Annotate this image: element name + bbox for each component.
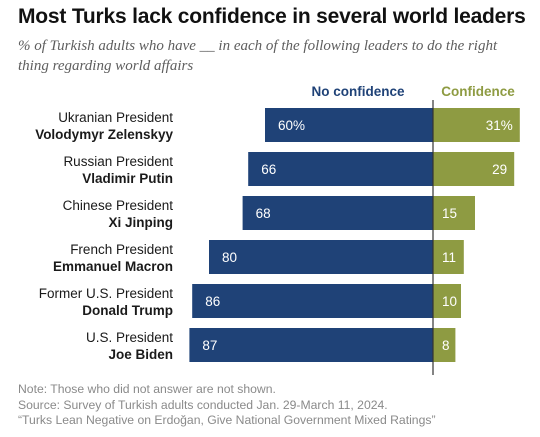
series-label-confidence: Confidence [441,84,515,99]
data-label-no-confidence: 60% [278,118,305,133]
category-name-label: Vladimir Putin [82,171,173,186]
category-role-label: Former U.S. President [39,286,174,301]
category-name-label: Joe Biden [108,347,173,362]
category-name-label: Xi Jinping [108,215,173,230]
data-label-confidence: 15 [442,206,457,221]
data-label-confidence: 8 [442,338,450,353]
data-label-no-confidence: 66 [261,162,276,177]
data-label-no-confidence: 68 [256,206,271,221]
bar-no-confidence [265,108,433,142]
category-role-label: U.S. President [86,330,173,345]
bar-no-confidence [248,152,433,186]
bar-no-confidence [192,284,433,318]
report-title-line: “Turks Lean Negative on Erdoğan, Give Na… [18,413,436,427]
chart-subtitle: % of Turkish adults who have __ in each … [18,38,498,74]
bar-confidence [433,108,520,142]
data-label-confidence: 29 [492,162,507,177]
category-name-label: Donald Trump [82,303,173,318]
bar-confidence [433,240,464,274]
data-label-confidence: 31% [486,118,513,133]
diverging-bar-chart: No confidence Confidence 60% 31% Ukranian Pr… [35,84,520,375]
data-label-no-confidence: 86 [205,294,220,309]
chart-title: Most Turks lack confidence in several wo… [18,5,526,28]
bar-confidence [433,328,456,362]
bar-no-confidence [242,196,433,230]
category-role-label: Ukranian President [58,110,173,125]
category-name-label: Volodymyr Zelenskyy [35,127,173,142]
series-label-no-confidence: No confidence [311,84,405,99]
note-line: Note: Those who did not answer are not s… [18,382,276,396]
source-line: Source: Survey of Turkish adults conduct… [18,397,388,412]
bar-no-confidence [189,328,433,362]
bar-confidence [433,152,515,186]
category-name-label: Emmanuel Macron [53,259,173,274]
data-label-confidence: 11 [442,250,456,265]
bar-no-confidence [209,240,433,274]
data-label-no-confidence: 87 [202,338,217,353]
bar-confidence [433,284,461,318]
data-label-no-confidence: 80 [222,250,237,265]
data-label-confidence: 10 [442,294,457,309]
category-role-label: Russian President [63,154,173,169]
bar-confidence [433,196,475,230]
category-role-label: French President [70,242,173,257]
category-role-label: Chinese President [63,198,174,213]
chart-notes: Note: Those who did not answer are not s… [18,382,436,429]
